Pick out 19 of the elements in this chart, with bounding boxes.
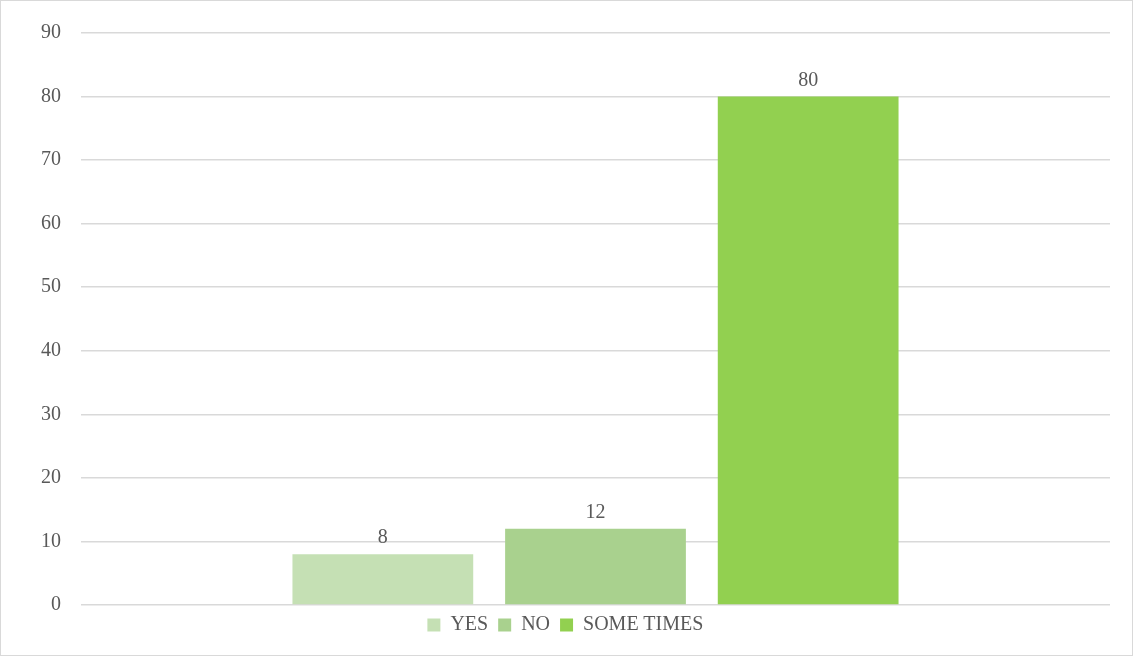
data-label: 8 <box>377 525 388 548</box>
bar <box>292 554 474 605</box>
y-tick-label: 60 <box>41 210 61 233</box>
legend-label: SOME TIMES <box>583 612 704 635</box>
y-tick-label: 50 <box>41 274 61 297</box>
y-tick-label: 20 <box>41 465 61 488</box>
y-tick-label: 30 <box>41 401 61 424</box>
data-label: 12 <box>585 499 606 522</box>
legend-label: YES <box>450 612 489 635</box>
y-tick-label: 80 <box>41 83 61 106</box>
y-tick-label: 10 <box>41 528 61 551</box>
y-tick-label: 90 <box>41 20 61 43</box>
y-tick-label: 0 <box>51 592 61 615</box>
data-label: 80 <box>798 67 819 90</box>
y-tick-label: 40 <box>41 338 61 361</box>
legend-label: NO <box>521 612 551 635</box>
y-tick-label: 70 <box>41 147 61 170</box>
bar <box>717 96 899 605</box>
bar <box>505 528 686 605</box>
